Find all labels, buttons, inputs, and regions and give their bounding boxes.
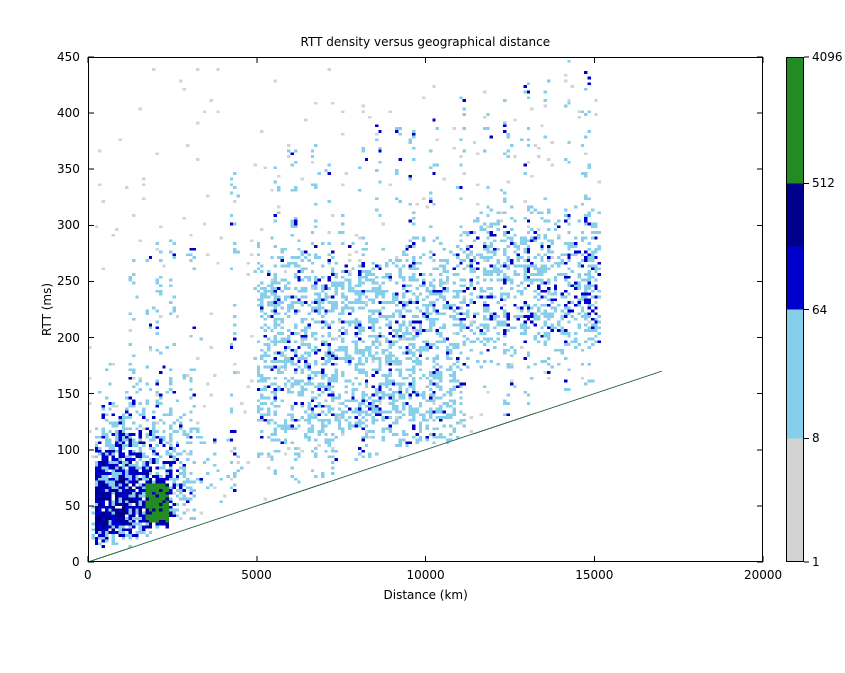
y-tick-label: 200 (57, 331, 80, 345)
colorbar-tick-label: 64 (812, 303, 827, 317)
y-tick-label: 100 (57, 443, 80, 457)
y-axis-label: RTT (ms) (40, 283, 54, 336)
y-tick-label: 150 (57, 387, 80, 401)
y-tick-label: 450 (57, 50, 80, 64)
x-axis-label: Distance (km) (384, 588, 468, 602)
x-tick-label: 5000 (241, 568, 272, 582)
colorbar-tick-label: 1 (812, 555, 820, 569)
chart-title: RTT density versus geographical distance (301, 35, 551, 49)
x-tick-label: 0 (84, 568, 92, 582)
y-tick-label: 50 (65, 499, 80, 513)
x-tick-label: 20000 (744, 568, 782, 582)
colorbar-tick-label: 8 (812, 431, 820, 445)
x-tick-label: 15000 (575, 568, 613, 582)
y-tick-label: 250 (57, 274, 80, 288)
x-tick-label: 10000 (407, 568, 445, 582)
colorbar-tick-label: 512 (812, 176, 835, 190)
y-tick-label: 300 (57, 218, 80, 232)
y-tick-label: 350 (57, 162, 80, 176)
y-tick-label: 0 (72, 555, 80, 569)
chart-container: RTT density versus geographical distance… (0, 0, 845, 673)
y-tick-label: 400 (57, 106, 80, 120)
colorbar-tick-label: 4096 (812, 50, 843, 64)
